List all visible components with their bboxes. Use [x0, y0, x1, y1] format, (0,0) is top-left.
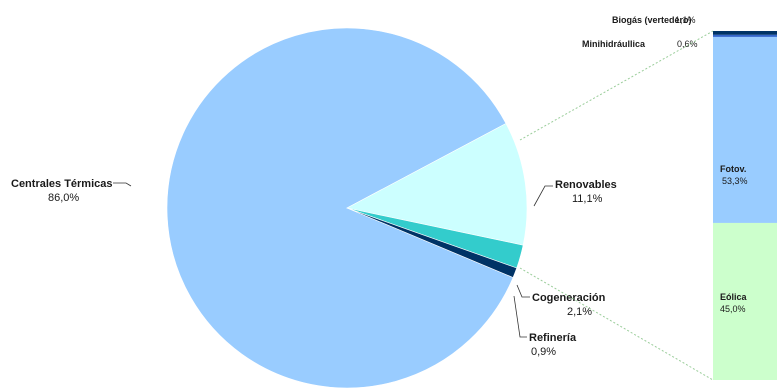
label-eolica-value: 45,0% [720, 304, 746, 314]
pie-slice-refineria [346, 207, 518, 278]
label-eolica-name: Eólica [720, 292, 748, 302]
label-biogas-value: 1,1% [675, 15, 696, 25]
bar-segment-fotov [713, 36, 777, 223]
label-cogeneracion-name: Cogeneración [532, 292, 606, 304]
leader-line-renovables [533, 185, 553, 207]
label-biogas-name: Biogás (vertedero) [612, 15, 692, 25]
leader-line-cogeneracion [516, 284, 530, 298]
label-renovables-value: 11,1% [572, 193, 603, 205]
connector-bottom [519, 267, 714, 381]
stacked-bar-chart [713, 31, 777, 380]
bar-segment-eolica [713, 222, 777, 380]
leader-line-centrales [113, 182, 132, 187]
label-fotov-name: Fotov. [720, 164, 746, 174]
pie-slice-centrales-termicas [166, 27, 514, 389]
connector-lines [519, 30, 714, 381]
bar-segment-minihidraullica [713, 34, 777, 37]
connector-top [519, 30, 714, 141]
label-centrales-termicas-name: Centrales Térmicas [11, 178, 113, 190]
label-cogeneracion-value: 2,1% [567, 306, 592, 318]
label-refineria-value: 0,9% [531, 346, 556, 358]
label-refineria-name: Refinería [529, 332, 577, 344]
label-fotov-value: 53,3% [722, 176, 748, 186]
label-renovables-name: Renovables [555, 179, 617, 191]
bar-segment-biogas-vertedero [713, 31, 777, 35]
leader-line-refineria [513, 295, 527, 338]
label-minihidraulica-value: 0,6% [677, 39, 698, 49]
label-minihidraulica-name: Minihidráullica [582, 39, 646, 49]
leader-lines [113, 182, 553, 338]
pie-chart [166, 27, 528, 389]
pie-slice-renovables [346, 123, 528, 246]
label-centrales-termicas-value: 86,0% [48, 192, 79, 204]
